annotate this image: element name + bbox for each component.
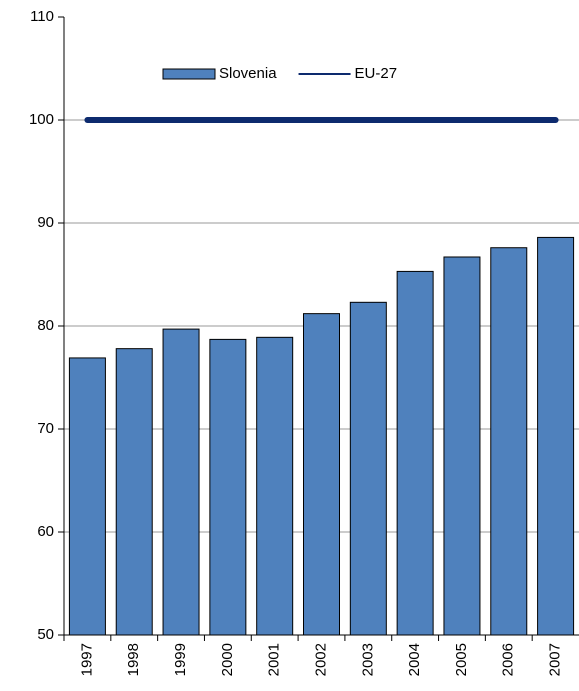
bar: [303, 313, 340, 636]
x-tick-label: 2003: [359, 643, 376, 676]
bar: [115, 348, 153, 636]
legend-label: Slovenia: [219, 65, 277, 82]
x-tick-label: 2000: [219, 643, 236, 676]
bar: [443, 256, 481, 636]
x-tick-label: 2005: [453, 643, 470, 676]
x-tick-label: 2006: [500, 643, 517, 676]
bar: [162, 328, 200, 636]
x-tick-label: 2004: [406, 643, 423, 676]
legend-swatch: [162, 68, 216, 80]
y-tick-label: 90: [37, 214, 54, 231]
bar: [68, 357, 106, 636]
bar: [490, 247, 528, 636]
bar: [209, 338, 247, 636]
x-tick-label: 2007: [547, 643, 564, 676]
bar: [537, 236, 575, 636]
bar: [396, 270, 434, 636]
x-tick-label: 2002: [312, 643, 329, 676]
x-tick-label: 2001: [266, 643, 283, 676]
y-tick-label: 100: [29, 111, 54, 128]
y-tick-label: 110: [30, 8, 54, 25]
y-tick-label: 60: [37, 523, 54, 540]
x-tick-label: 1998: [125, 643, 142, 676]
y-tick-label: 70: [37, 420, 54, 437]
y-tick-label: 80: [37, 317, 54, 334]
bar: [256, 336, 294, 636]
x-tick-label: 1999: [172, 643, 189, 676]
bar: [349, 301, 387, 636]
legend-label: EU-27: [355, 65, 398, 82]
x-tick-label: 1997: [78, 643, 95, 676]
y-tick-label: 50: [37, 626, 54, 643]
